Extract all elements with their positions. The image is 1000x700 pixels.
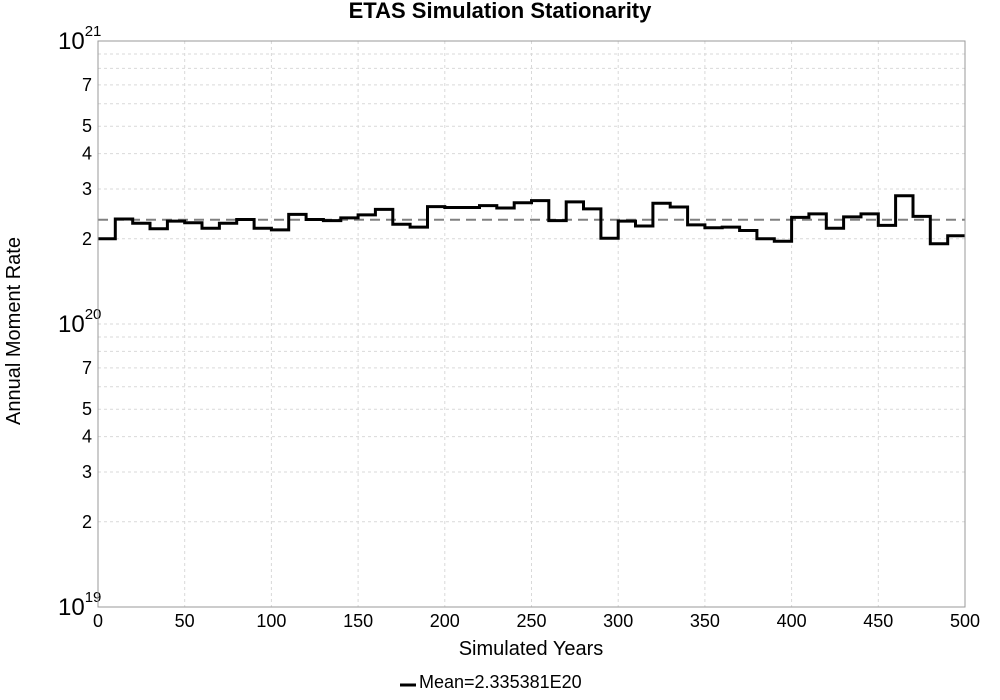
y-axis-label: Annual Moment Rate [3, 237, 25, 425]
y-axis: 1019 1020 1021 2 3 4 5 7 2 3 4 5 7 [58, 23, 101, 621]
y-tick-label: 5 [82, 399, 92, 419]
y-tick-label: 7 [82, 75, 92, 95]
y-decade-label: 1019 [58, 589, 101, 621]
x-tick-label: 250 [516, 611, 546, 631]
y-tick-label: 3 [82, 179, 92, 199]
x-tick-label: 450 [863, 611, 893, 631]
x-tick-label: 200 [430, 611, 460, 631]
x-tick-label: 500 [950, 611, 980, 631]
y-decade-label: 1020 [58, 306, 101, 338]
x-axis: 0 50 100 150 200 250 300 350 400 450 500 [93, 611, 980, 631]
plot-series [98, 194, 965, 246]
x-tick-label: 150 [343, 611, 373, 631]
x-tick-label: 300 [603, 611, 633, 631]
x-tick-label: 400 [777, 611, 807, 631]
y-decade-label: 1021 [58, 23, 101, 55]
y-tick-label: 3 [82, 462, 92, 482]
legend: Mean=2.335381E20 [400, 672, 582, 692]
y-tick-label: 5 [82, 116, 92, 136]
legend-entry-mean: Mean=2.335381E20 [419, 672, 582, 692]
chart-title: ETAS Simulation Stationarity [349, 0, 653, 23]
plot-frame [97, 40, 966, 608]
x-tick-label: 350 [690, 611, 720, 631]
y-tick-label: 4 [82, 427, 92, 447]
grid [98, 41, 965, 607]
y-tick-label: 2 [82, 512, 92, 532]
y-tick-label: 4 [82, 144, 92, 164]
x-tick-label: 0 [93, 611, 103, 631]
x-tick-label: 100 [256, 611, 286, 631]
y-tick-label: 7 [82, 358, 92, 378]
x-axis-label: Simulated Years [459, 638, 604, 660]
x-tick-label: 50 [175, 611, 195, 631]
moment-rate-step-line [98, 194, 965, 246]
y-tick-label: 2 [82, 229, 92, 249]
